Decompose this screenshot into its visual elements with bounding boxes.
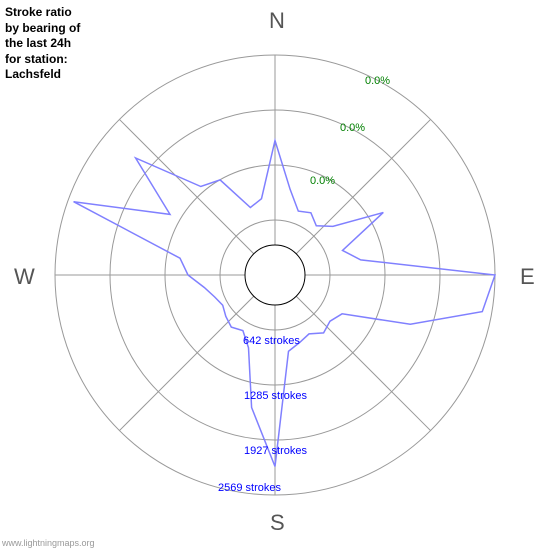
- stroke-label-0: 642 strokes: [243, 335, 300, 347]
- stroke-label-3: 2569 strokes: [218, 482, 281, 494]
- pct-label-1: 0.0%: [340, 122, 365, 134]
- attribution-text: www.lightningmaps.org: [2, 538, 95, 548]
- polar-chart: [0, 0, 550, 550]
- cardinal-S: S: [270, 510, 285, 536]
- chart-container: Stroke ratio by bearing of the last 24h …: [0, 0, 550, 550]
- pct-label-0: 0.0%: [365, 75, 390, 87]
- cardinal-N: N: [269, 8, 285, 34]
- cardinal-W: W: [14, 264, 35, 290]
- chart-title: Stroke ratio by bearing of the last 24h …: [5, 5, 80, 83]
- stroke-label-2: 1927 strokes: [244, 445, 307, 457]
- stroke-label-1: 1285 strokes: [244, 390, 307, 402]
- cardinal-E: E: [520, 264, 535, 290]
- pct-label-2: 0.0%: [310, 175, 335, 187]
